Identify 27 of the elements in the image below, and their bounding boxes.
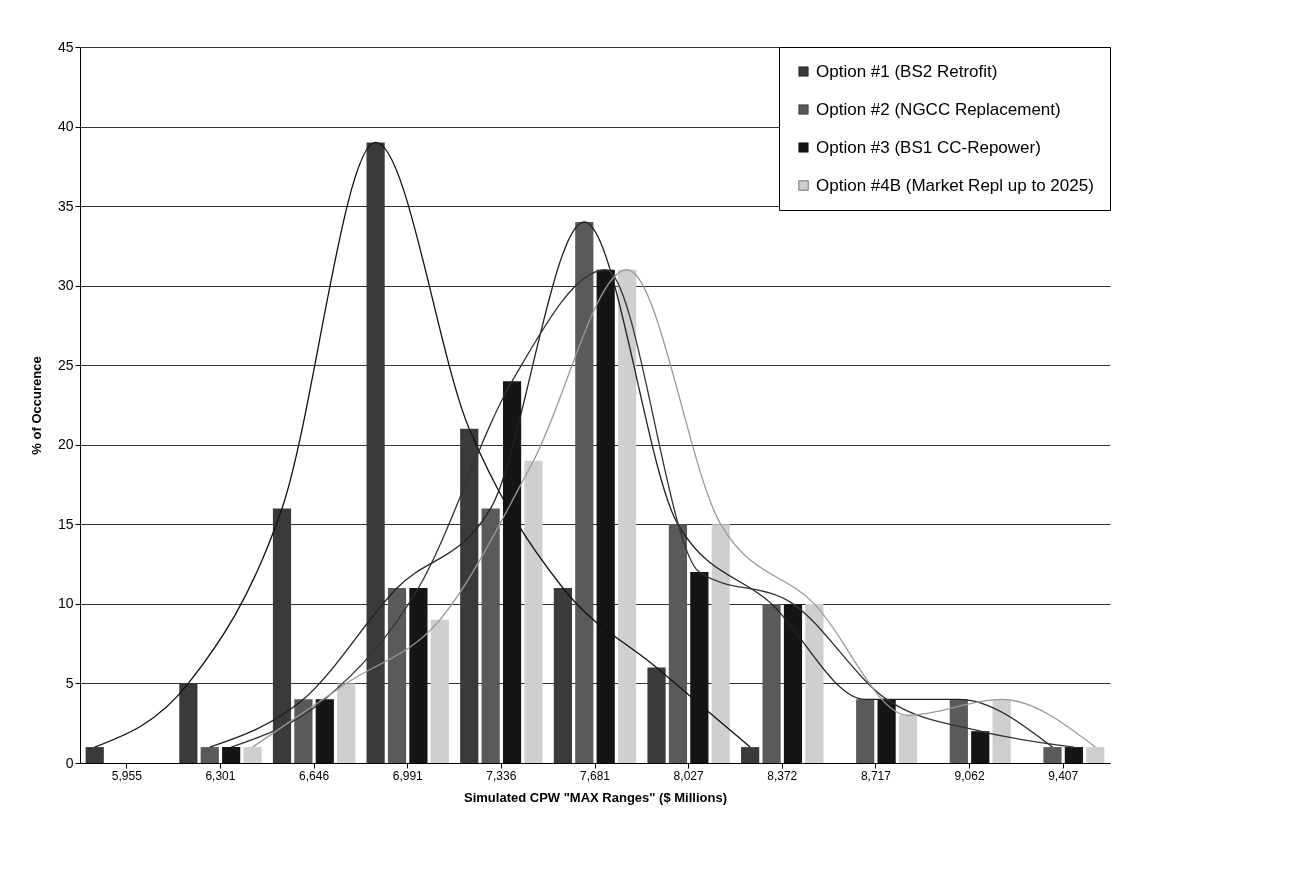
x-tick-label: 9,407 (1048, 768, 1079, 783)
y-tick-label: 25 (57, 356, 74, 373)
y-tick-label: 45 (57, 38, 74, 55)
y-tick-label: 35 (57, 197, 74, 214)
legend-label: Option #1 (BS2 Retrofit) (816, 61, 998, 81)
legend-label: Option #2 (NGCC Replacement) (816, 99, 1061, 119)
x-axis-title: Simulated CPW "MAX Ranges" ($ Millions) (464, 789, 727, 805)
y-tick-label: 5 (65, 674, 74, 691)
y-tick-label: 30 (57, 277, 74, 294)
x-tick-label: 8,717 (860, 768, 892, 783)
y-axis-title: % of Occurence (28, 356, 44, 455)
y-tick-label: 0 (65, 754, 74, 771)
x-tick-label: 7,336 (486, 768, 517, 783)
y-tick-label: 15 (57, 515, 74, 532)
x-tick-label: 7,681 (579, 768, 611, 783)
x-tick-label: 6,991 (392, 768, 424, 783)
x-tick-label: 6,646 (299, 768, 330, 783)
y-tick-label: 40 (57, 118, 74, 135)
x-tick-label: 6,301 (205, 768, 236, 783)
legend-label: Option #3 (BS1 CC-Repower) (816, 137, 1041, 157)
y-tick-label: 20 (57, 436, 74, 453)
legend-label: Option #4B (Market Repl up to 2025) (816, 175, 1094, 195)
x-tick-label: 8,372 (767, 768, 798, 783)
x-tick-label: 8,027 (673, 768, 704, 783)
x-tick-label: 9,062 (954, 768, 985, 783)
y-tick-label: 10 (57, 595, 74, 612)
x-tick-label: 5,955 (111, 768, 143, 783)
